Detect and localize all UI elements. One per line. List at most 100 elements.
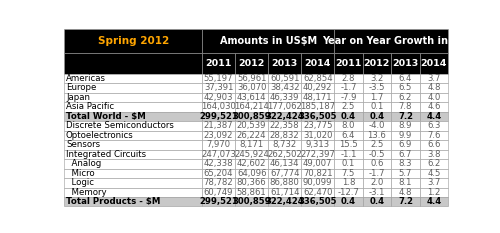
Bar: [362, 197, 391, 206]
Bar: [202, 121, 235, 131]
Bar: [420, 197, 448, 206]
Bar: [420, 188, 448, 197]
Bar: [391, 140, 420, 150]
Bar: [268, 93, 301, 102]
Text: 2013: 2013: [392, 59, 418, 68]
Bar: [334, 178, 362, 188]
Text: 2.5: 2.5: [342, 102, 355, 111]
Text: 70,821: 70,821: [303, 169, 332, 178]
Text: 8.1: 8.1: [398, 178, 412, 187]
Text: 164,214: 164,214: [234, 102, 269, 111]
Text: 46,339: 46,339: [270, 93, 300, 102]
Bar: [334, 168, 362, 178]
Text: 4.0: 4.0: [427, 93, 440, 102]
Bar: [301, 197, 334, 206]
Text: 28,832: 28,832: [270, 131, 300, 140]
Bar: [391, 53, 420, 74]
Bar: [268, 168, 301, 178]
Text: 336,505: 336,505: [298, 112, 337, 121]
Text: Integrated Circuits: Integrated Circuits: [66, 150, 146, 159]
Bar: [391, 159, 420, 168]
Text: 2012: 2012: [238, 59, 265, 68]
Text: 46,134: 46,134: [270, 159, 300, 168]
Text: 2012: 2012: [364, 59, 390, 68]
Text: 4.8: 4.8: [398, 188, 412, 197]
Text: 4.8: 4.8: [427, 83, 440, 93]
Text: 15.5: 15.5: [339, 140, 358, 149]
Bar: [391, 197, 420, 206]
Bar: [268, 131, 301, 140]
Bar: [64, 29, 202, 53]
Text: 42,903: 42,903: [204, 93, 234, 102]
Text: 60,749: 60,749: [204, 188, 234, 197]
Text: 272,397: 272,397: [300, 150, 335, 159]
Bar: [362, 188, 391, 197]
Bar: [301, 93, 334, 102]
Bar: [391, 188, 420, 197]
Bar: [64, 131, 202, 140]
Bar: [268, 121, 301, 131]
Text: Asia Pacific: Asia Pacific: [66, 102, 114, 111]
Bar: [268, 159, 301, 168]
Text: 3.2: 3.2: [370, 74, 384, 83]
Text: 7.5: 7.5: [342, 169, 355, 178]
Bar: [362, 53, 391, 74]
Text: -1.1: -1.1: [340, 150, 356, 159]
Text: 2014: 2014: [420, 59, 447, 68]
Text: 78,782: 78,782: [204, 178, 234, 187]
Bar: [301, 102, 334, 112]
Bar: [391, 83, 420, 93]
Bar: [64, 150, 202, 159]
Text: Discrete Semiconductors: Discrete Semiconductors: [66, 121, 174, 130]
Bar: [268, 102, 301, 112]
Bar: [391, 112, 420, 121]
Bar: [64, 112, 202, 121]
Bar: [301, 150, 334, 159]
Text: 8,171: 8,171: [240, 140, 264, 149]
Bar: [64, 168, 202, 178]
Bar: [235, 112, 268, 121]
Bar: [420, 83, 448, 93]
Text: 322,424: 322,424: [266, 197, 304, 206]
Text: 3.7: 3.7: [427, 178, 440, 187]
Text: 21,387: 21,387: [204, 121, 234, 130]
Text: 42,602: 42,602: [237, 159, 266, 168]
Bar: [64, 121, 202, 131]
Bar: [391, 178, 420, 188]
Text: 5.7: 5.7: [398, 169, 412, 178]
Bar: [235, 150, 268, 159]
Text: 164,030: 164,030: [201, 102, 236, 111]
Text: 58,861: 58,861: [237, 188, 266, 197]
Bar: [362, 150, 391, 159]
Bar: [202, 53, 235, 74]
Bar: [420, 178, 448, 188]
Text: 7,970: 7,970: [206, 140, 231, 149]
Text: 80,366: 80,366: [237, 178, 266, 187]
Bar: [301, 131, 334, 140]
Bar: [334, 102, 362, 112]
Bar: [268, 197, 301, 206]
Text: Spring 2012: Spring 2012: [98, 36, 169, 46]
Bar: [334, 112, 362, 121]
Bar: [235, 74, 268, 83]
Bar: [301, 168, 334, 178]
Text: 40,292: 40,292: [303, 83, 332, 93]
Bar: [202, 159, 235, 168]
Text: -3.5: -3.5: [368, 83, 385, 93]
Text: 22,358: 22,358: [270, 121, 300, 130]
Text: 8.0: 8.0: [342, 121, 355, 130]
Text: 177,062: 177,062: [268, 102, 302, 111]
Bar: [301, 121, 334, 131]
Bar: [268, 112, 301, 121]
Bar: [301, 140, 334, 150]
Bar: [420, 159, 448, 168]
Bar: [64, 93, 202, 102]
Bar: [268, 74, 301, 83]
Text: 4.4: 4.4: [426, 197, 442, 206]
Text: 9.9: 9.9: [398, 131, 412, 140]
Bar: [362, 159, 391, 168]
Text: 2.8: 2.8: [342, 74, 355, 83]
Bar: [301, 188, 334, 197]
Bar: [64, 53, 202, 74]
Bar: [334, 74, 362, 83]
